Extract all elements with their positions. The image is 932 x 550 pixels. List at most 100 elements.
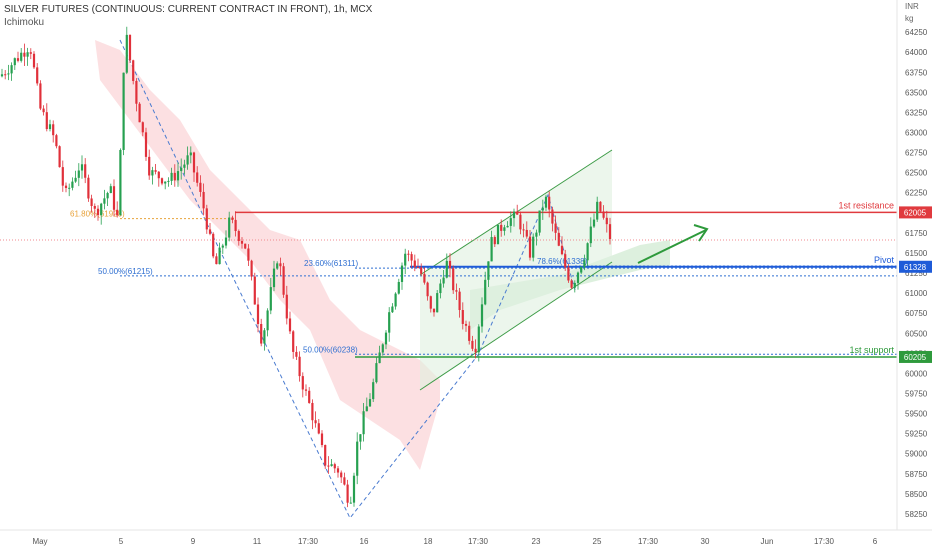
candle-body xyxy=(525,229,528,237)
candle-body xyxy=(372,382,375,400)
candle-body xyxy=(221,245,224,248)
candle-body xyxy=(557,232,560,246)
time-axis[interactable]: May 5 9 11 17:30 16 18 17:30 23 25 17:30 30 Jun 17:30… xyxy=(0,529,932,546)
candle-body xyxy=(519,214,522,230)
candle-body xyxy=(58,146,61,168)
candles xyxy=(0,26,612,508)
y-tick-label: 61500 xyxy=(905,249,928,258)
candle-body xyxy=(599,201,602,212)
candle-body xyxy=(205,208,208,230)
candle-body xyxy=(20,52,23,61)
candle-body xyxy=(260,324,263,344)
candle-body xyxy=(173,172,176,181)
level-badge xyxy=(899,260,932,273)
candle-body xyxy=(103,198,106,204)
candle-body xyxy=(404,253,407,266)
candle-body xyxy=(400,265,404,282)
candle-body xyxy=(93,205,96,209)
x-tick-label: 11 xyxy=(253,537,262,546)
candle-body xyxy=(87,177,90,199)
candle-body xyxy=(45,112,48,130)
y-tick-label: 60500 xyxy=(905,329,928,338)
candle-body xyxy=(512,211,516,219)
y-tick-label: 62750 xyxy=(905,149,928,158)
candle-body xyxy=(74,177,77,182)
candle-body xyxy=(349,502,352,504)
candle-body xyxy=(439,283,442,294)
price-axis[interactable]: INR kg 58250 58500 58750 59000 59250 59500 59750… xyxy=(896,0,932,550)
y-tick-label: 61750 xyxy=(905,229,928,238)
candle-body xyxy=(176,171,180,181)
candle-body xyxy=(570,280,573,288)
candle-body xyxy=(548,196,551,210)
candle-body xyxy=(503,227,506,231)
fib-label: 78.6%(61338) xyxy=(537,257,588,266)
candle-body xyxy=(253,276,256,305)
level-badge xyxy=(899,350,932,363)
y-tick-label: 63000 xyxy=(905,129,928,138)
x-tick-label: 5 xyxy=(119,537,124,546)
candle-body xyxy=(16,58,20,61)
candle-body xyxy=(541,207,544,211)
y-tick-label: 63250 xyxy=(905,108,928,117)
candle-body xyxy=(522,229,525,231)
candle-body xyxy=(384,332,388,345)
candle-body xyxy=(26,52,29,57)
candle-body xyxy=(416,266,420,268)
candle-body xyxy=(122,72,125,150)
candle-body xyxy=(535,232,538,237)
y-tick-label: 58750 xyxy=(905,470,928,479)
channel-fill xyxy=(420,150,612,390)
candle-body xyxy=(295,351,298,357)
candle-body xyxy=(580,267,583,273)
candle-body xyxy=(340,472,343,478)
candle-body xyxy=(180,167,183,172)
candle-body xyxy=(0,74,4,77)
candle-body xyxy=(128,34,132,61)
candle-body xyxy=(596,201,599,220)
candle-body xyxy=(356,441,359,476)
candle-body xyxy=(96,208,100,216)
candle-body xyxy=(496,224,500,245)
candle-body xyxy=(397,281,400,294)
candle-body xyxy=(116,209,119,216)
level-price: 61328 xyxy=(904,263,927,272)
y-tick-label: 60000 xyxy=(905,369,928,378)
candle-body xyxy=(61,167,64,186)
x-tick-label: 18 xyxy=(424,537,433,546)
candle-body xyxy=(317,423,320,434)
zigzag-lines xyxy=(119,39,576,519)
candle-body xyxy=(132,60,135,81)
candle-body xyxy=(468,325,471,341)
y-tick-label: 64000 xyxy=(905,48,928,57)
candle-body xyxy=(461,310,464,324)
fib-label: 50.00%(61215) xyxy=(98,267,153,276)
candle-body xyxy=(269,287,272,311)
indicator-label: Ichimoku xyxy=(4,17,45,28)
candle-body xyxy=(442,277,445,284)
y-tick-label: 59750 xyxy=(905,389,928,398)
candle-body xyxy=(471,340,474,349)
candle-body xyxy=(157,171,160,179)
level-name: Pivot xyxy=(874,255,895,265)
level-price: 60205 xyxy=(904,353,927,362)
candle-body xyxy=(410,254,413,261)
zigzag-path xyxy=(119,39,576,519)
candle-body xyxy=(256,304,260,325)
candle-body xyxy=(189,152,192,156)
x-tick-label: 6 xyxy=(873,537,878,546)
candle-body xyxy=(490,237,493,262)
candle-body xyxy=(77,170,80,178)
candle-body xyxy=(23,52,26,57)
candle-body xyxy=(100,203,103,216)
candle-body xyxy=(391,306,394,313)
candle-body xyxy=(240,240,244,244)
candle-body xyxy=(381,344,384,353)
x-tick-label: 17:30 xyxy=(814,537,835,546)
candle-body xyxy=(68,187,71,189)
candle-body xyxy=(29,52,32,54)
candle-body xyxy=(308,390,311,403)
candle-body xyxy=(288,318,292,332)
candle-body xyxy=(474,348,477,353)
